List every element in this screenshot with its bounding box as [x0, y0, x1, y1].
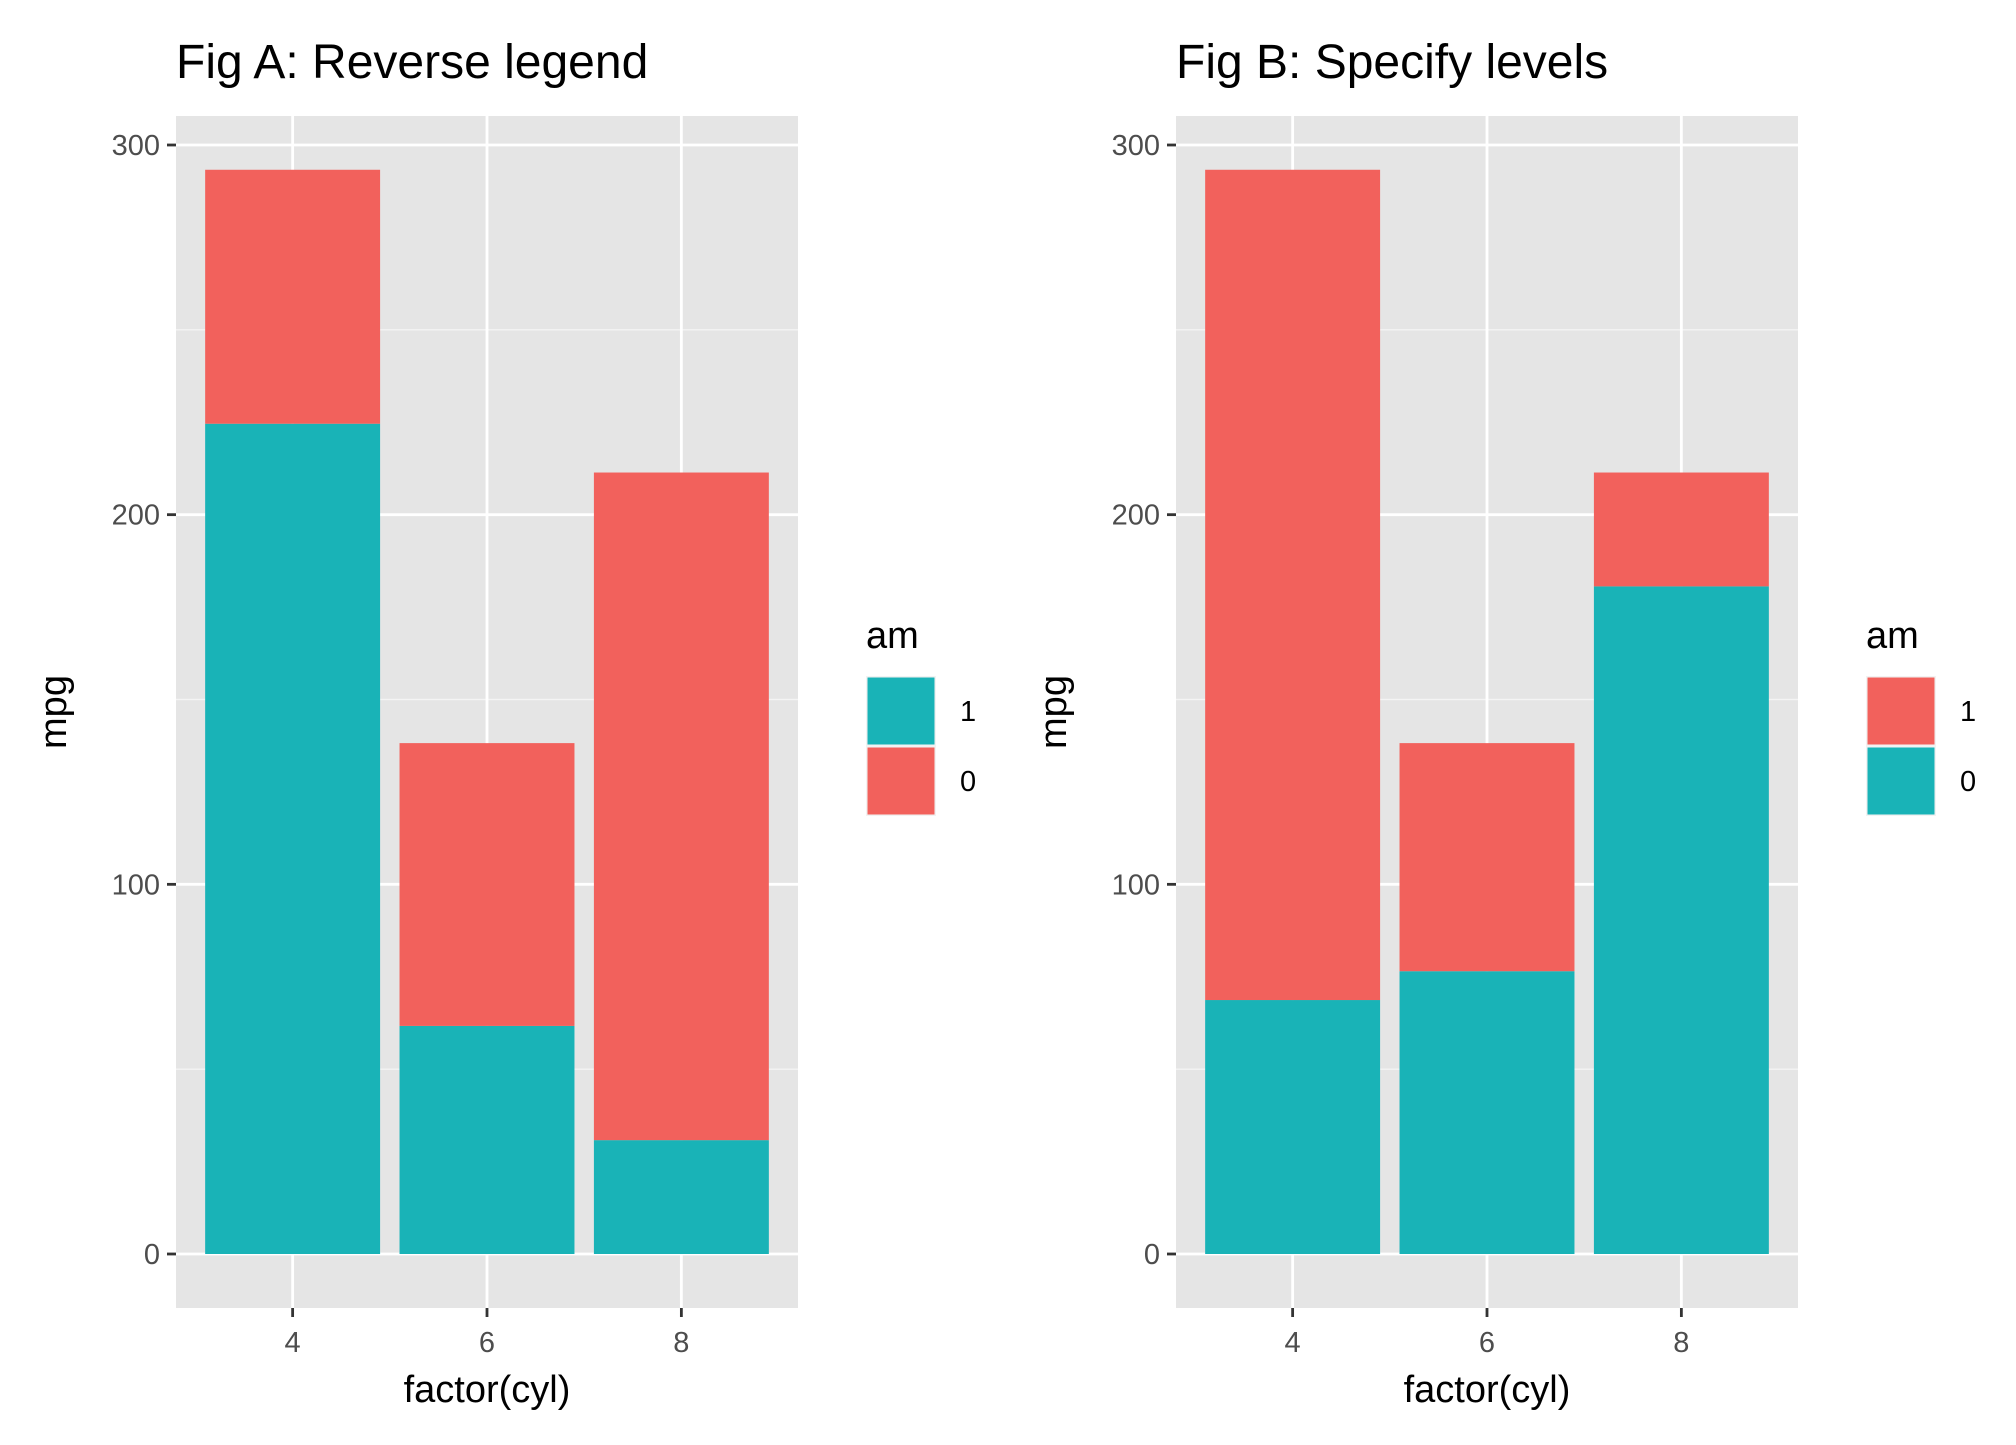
y-tick-label: 100 — [1112, 869, 1160, 901]
legend-title: am — [866, 615, 919, 657]
legend: am 1 0 — [1866, 615, 1976, 816]
legend-key-swatch — [867, 677, 935, 745]
legend-item-label: 1 — [960, 696, 976, 728]
x-tick-label: 6 — [479, 1327, 495, 1359]
bar-8-am-0 — [593, 472, 769, 1141]
x-axis-label: factor(cyl) — [404, 1369, 571, 1411]
legend-item-label: 0 — [1960, 766, 1976, 798]
chart-panel-1: 0 100 200 300 4 6 8 Fig B: Specify levels factor… — [1033, 36, 1976, 1411]
x-tick-label: 8 — [673, 1327, 689, 1359]
bar-8-am-1 — [1593, 472, 1769, 587]
bar-6-am-1 — [1399, 743, 1575, 972]
y-tick-label: 200 — [1112, 500, 1160, 532]
legend: am 1 0 — [866, 615, 976, 816]
bar-4-am-1 — [205, 423, 381, 1255]
bar-6-am-1 — [399, 1025, 575, 1254]
y-tick-label: 300 — [112, 130, 160, 162]
bar-4-am-1 — [1205, 169, 1381, 1001]
legend-key-swatch — [1867, 677, 1935, 745]
y-axis-label: mpg — [1033, 675, 1075, 749]
bar-6-am-0 — [1399, 971, 1575, 1254]
y-tick-label: 200 — [112, 500, 160, 532]
x-tick-label: 4 — [1285, 1327, 1301, 1359]
y-tick-label: 300 — [1112, 130, 1160, 162]
chart-title: Fig A: Reverse legend — [176, 36, 648, 89]
legend-item-label: 1 — [1960, 696, 1976, 728]
chart-panel-0: 0 100 200 300 4 6 8 Fig A: Reverse legend factor… — [33, 36, 976, 1411]
bar-4-am-0 — [205, 169, 381, 424]
y-tick-label: 0 — [1144, 1239, 1160, 1271]
chart-title: Fig B: Specify levels — [1176, 36, 1608, 89]
y-tick-label: 0 — [144, 1239, 160, 1271]
y-tick-label: 100 — [112, 869, 160, 901]
bar-8-am-1 — [593, 1140, 769, 1254]
bar-4-am-0 — [1205, 1000, 1381, 1254]
legend-key-swatch — [1867, 747, 1935, 815]
legend-title: am — [1866, 615, 1919, 657]
bar-6-am-0 — [399, 743, 575, 1026]
y-axis-label: mpg — [33, 675, 75, 749]
x-axis-label: factor(cyl) — [1404, 1369, 1571, 1411]
x-tick-label: 8 — [1673, 1327, 1689, 1359]
x-tick-label: 6 — [1479, 1327, 1495, 1359]
legend-key-swatch — [867, 747, 935, 815]
bar-8-am-0 — [1593, 586, 1769, 1254]
legend-item-label: 0 — [960, 766, 976, 798]
x-tick-label: 4 — [285, 1327, 301, 1359]
